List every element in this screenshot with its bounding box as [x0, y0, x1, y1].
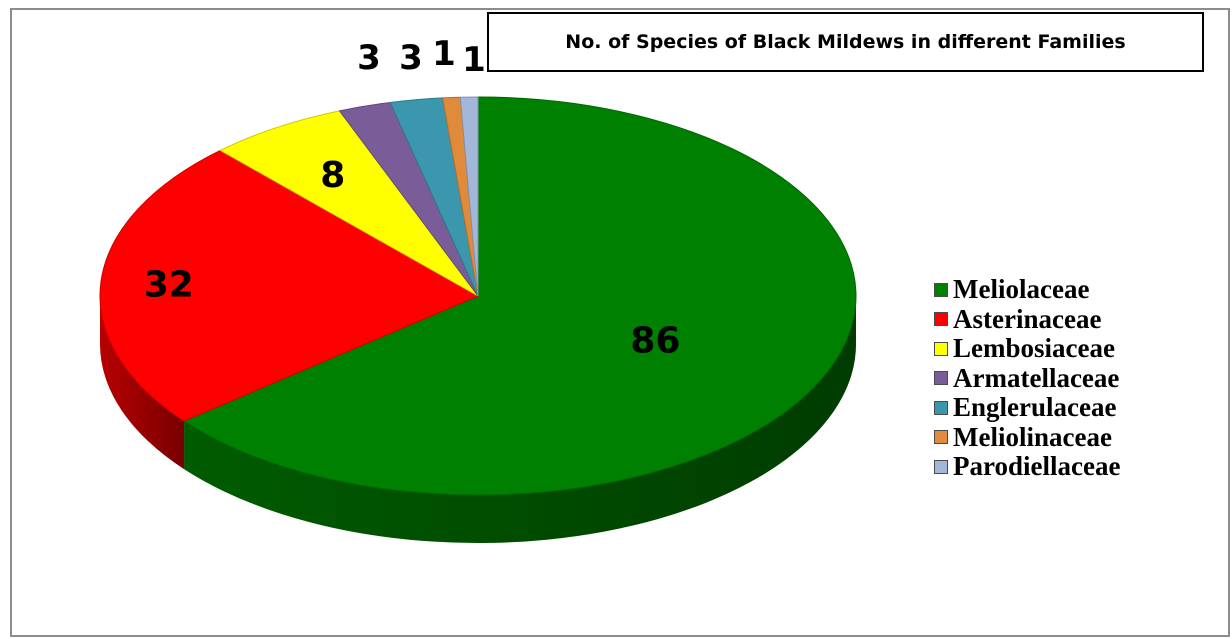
legend-label: Asterinaceae — [953, 303, 1102, 334]
legend-swatch — [934, 341, 948, 356]
legend-label: Armatellaceae — [953, 362, 1120, 393]
pie-slice-lembosiaceae — [219, 110, 479, 297]
legend-item-asterinaceae: Asterinaceae — [934, 305, 1120, 335]
legend: Meliolaceae Asterinaceae Lembosiaceae Armat… — [934, 275, 1120, 482]
legend-label: Meliolaceae — [953, 274, 1090, 305]
legend-swatch — [934, 430, 948, 445]
data-label-asterinaceae: 32 — [144, 265, 194, 306]
legend-swatch — [934, 400, 948, 415]
pie-tops — [99, 96, 857, 496]
legend-label: Parodiellaceae — [953, 451, 1121, 482]
data-label-meliolaceae: 86 — [630, 321, 680, 362]
legend-swatch — [934, 459, 948, 474]
legend-swatch — [934, 282, 948, 297]
pie-side-shade-asterinaceae — [100, 296, 185, 470]
legend-swatch — [934, 312, 948, 327]
legend-item-armatellaceae: Armatellaceae — [934, 364, 1120, 394]
data-label-meliolinaceae: 1 — [432, 34, 456, 74]
legend-label: Lembosiaceae — [953, 333, 1115, 364]
pie-slice-meliolaceae — [182, 96, 857, 496]
data-label-englerulaceae: 3 — [399, 38, 423, 78]
pie-side-shade-meliolaceae — [184, 296, 857, 544]
legend-item-parodiellaceae: Parodiellaceae — [934, 452, 1120, 482]
legend-label: Englerulaceae — [953, 392, 1117, 423]
data-label-parodiellaceae: 1 — [462, 40, 486, 80]
chart-title: No. of Species of Black Mildews in diffe… — [487, 12, 1204, 72]
legend-item-meliolaceae: Meliolaceae — [934, 275, 1120, 305]
pie-slice-asterinaceae — [99, 149, 480, 422]
data-label-lembosiaceae: 8 — [320, 155, 345, 196]
pie-slice-parodiellaceae — [459, 96, 479, 297]
legend-item-lembosiaceae: Lembosiaceae — [934, 334, 1120, 364]
legend-item-meliolinaceae: Meliolinaceae — [934, 423, 1120, 453]
legend-swatch — [934, 371, 948, 386]
chart-title-text: No. of Species of Black Mildews in diffe… — [565, 31, 1126, 53]
pie-sides — [100, 296, 857, 544]
legend-label: Meliolinaceae — [953, 421, 1112, 452]
data-label-armatellaceae: 3 — [357, 38, 381, 78]
legend-item-englerulaceae: Englerulaceae — [934, 393, 1120, 423]
